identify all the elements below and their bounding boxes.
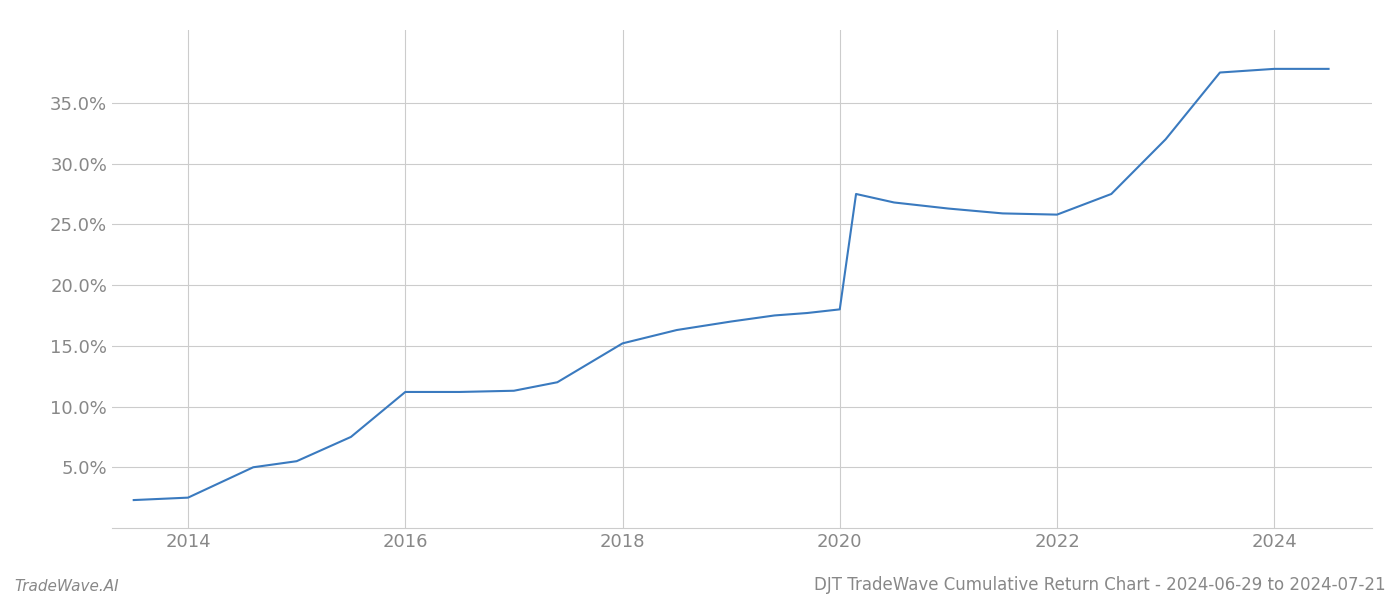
Text: DJT TradeWave Cumulative Return Chart - 2024-06-29 to 2024-07-21: DJT TradeWave Cumulative Return Chart - …	[815, 576, 1386, 594]
Text: TradeWave.AI: TradeWave.AI	[14, 579, 119, 594]
